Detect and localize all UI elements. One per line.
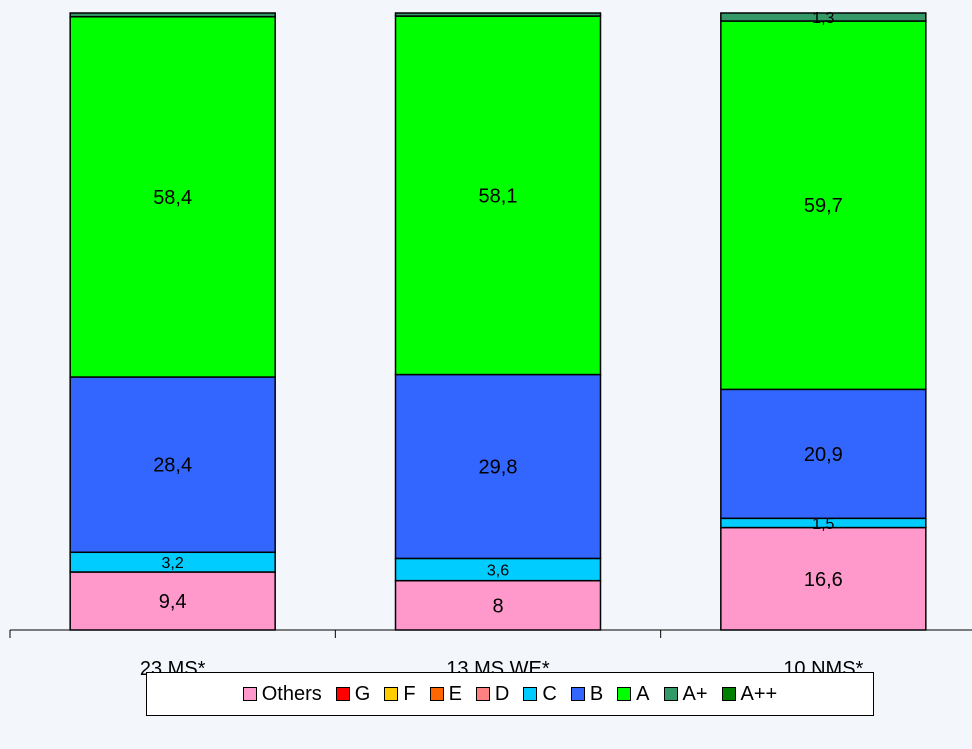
legend-label: E	[449, 683, 462, 706]
legend-swatch	[336, 687, 350, 701]
data-label: 3,2	[162, 555, 184, 572]
legend-item: D	[476, 683, 509, 706]
data-label: 20,9	[804, 444, 843, 466]
data-label: 16,6	[804, 569, 843, 591]
legend-label: A+	[683, 683, 708, 706]
data-label: 1,3	[812, 10, 834, 27]
bar-segment-aplus	[70, 13, 275, 17]
data-label: 28,4	[153, 455, 192, 477]
legend-swatch	[384, 687, 398, 701]
legend-label: D	[495, 683, 509, 706]
legend-label: B	[590, 683, 603, 706]
data-label: 8	[492, 595, 503, 617]
bar-segment-aplus	[396, 13, 601, 16]
legend-swatch	[523, 687, 537, 701]
legend-label: C	[542, 683, 556, 706]
legend-swatch	[476, 687, 490, 701]
legend-item: Others	[243, 683, 322, 706]
data-label: 9,4	[159, 591, 187, 613]
data-label: 29,8	[479, 456, 518, 478]
legend-label: Others	[262, 683, 322, 706]
legend-item: C	[523, 683, 556, 706]
legend-label: A++	[741, 683, 778, 706]
legend-item: G	[336, 683, 371, 706]
legend: Others G F E D C B A A+ A++	[146, 672, 874, 716]
legend-swatch	[571, 687, 585, 701]
data-label: 59,7	[804, 195, 843, 217]
legend-label: F	[403, 683, 415, 706]
data-label: 58,1	[479, 185, 518, 207]
legend-item: F	[384, 683, 415, 706]
legend-item: A+	[664, 683, 708, 706]
legend-swatch	[430, 687, 444, 701]
legend-swatch	[722, 687, 736, 701]
legend-item: E	[430, 683, 462, 706]
legend-item: A	[617, 683, 649, 706]
data-label: 58,4	[153, 187, 192, 209]
legend-item: B	[571, 683, 603, 706]
legend-item: A++	[722, 683, 778, 706]
legend-swatch	[617, 687, 631, 701]
legend-swatch	[664, 687, 678, 701]
data-label: 3,6	[487, 563, 509, 580]
legend-label: A	[636, 683, 649, 706]
legend-label: G	[355, 683, 371, 706]
legend-swatch	[243, 687, 257, 701]
